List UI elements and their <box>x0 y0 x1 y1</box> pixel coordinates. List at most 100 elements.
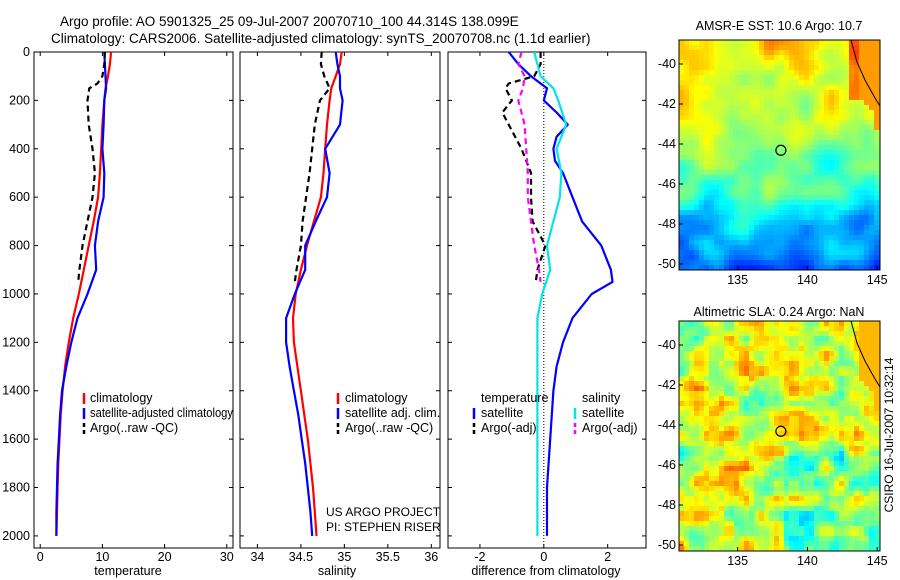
heatmap-cell <box>699 180 705 186</box>
heatmap-cell <box>839 65 845 71</box>
heatmap-cell <box>829 431 835 437</box>
heatmap-cell <box>794 341 800 347</box>
heatmap-cell <box>834 55 840 61</box>
heatmap-cell <box>724 481 730 487</box>
heatmap-cell <box>874 321 880 327</box>
heatmap-cell <box>864 516 870 522</box>
heatmap-cell <box>864 351 870 357</box>
heatmap-cell <box>734 175 740 181</box>
heatmap-cell <box>774 190 780 196</box>
heatmap-cell <box>859 205 865 211</box>
heatmap-cell <box>709 55 715 61</box>
heatmap-cell <box>859 210 865 216</box>
heatmap-cell <box>704 255 710 261</box>
heatmap-cell <box>819 321 825 327</box>
heatmap-cell <box>769 175 775 181</box>
heatmap-cell <box>744 105 750 111</box>
heatmap-cell <box>764 496 770 502</box>
heatmap-cell <box>709 431 715 437</box>
heatmap-cell <box>839 491 845 497</box>
heatmap-cell <box>729 396 735 402</box>
heatmap-cell <box>804 366 810 372</box>
heatmap-cell <box>794 336 800 342</box>
heatmap-cell <box>804 321 810 327</box>
heatmap-cell <box>824 351 830 357</box>
heatmap-cell <box>734 346 740 352</box>
heatmap-cell <box>829 135 835 141</box>
heatmap-cell <box>834 471 840 477</box>
heatmap-cell <box>769 546 775 551</box>
heatmap-cell <box>824 235 830 241</box>
heatmap-cell <box>744 55 750 61</box>
heatmap-cell <box>819 225 825 231</box>
heatmap-cell <box>819 235 825 241</box>
heatmap-cell <box>769 190 775 196</box>
heatmap-cell <box>849 471 855 477</box>
heatmap-cell <box>839 165 845 171</box>
heatmap-cell <box>854 140 860 146</box>
heatmap-cell <box>839 155 845 161</box>
difference-axis-label: difference from climatology <box>471 564 621 578</box>
heatmap-cell <box>864 185 870 191</box>
heatmap-cell <box>839 351 845 357</box>
heatmap-cell <box>794 200 800 206</box>
heatmap-cell <box>859 60 865 66</box>
heatmap-cell <box>774 451 780 457</box>
heatmap-cell <box>814 431 820 437</box>
heatmap-cell <box>704 541 710 547</box>
x-tick-label: 34.5 <box>289 550 313 564</box>
heatmap-cell <box>709 115 715 121</box>
heatmap-cell <box>819 265 825 270</box>
heatmap-cell <box>849 446 855 452</box>
heatmap-cell <box>829 200 835 206</box>
heatmap-cell <box>829 366 835 372</box>
heatmap-cell <box>849 336 855 342</box>
heatmap-cell <box>699 411 705 417</box>
heatmap-cell <box>714 185 720 191</box>
heatmap-cell <box>714 180 720 186</box>
heatmap-cell <box>779 541 785 547</box>
heatmap-cell <box>809 401 815 407</box>
heatmap-cell <box>754 446 760 452</box>
heatmap-cell <box>814 451 820 457</box>
heatmap-cell <box>709 541 715 547</box>
heatmap-cell <box>689 145 695 151</box>
heatmap-cell <box>779 476 785 482</box>
temperature-axis-label: temperature <box>94 564 161 578</box>
salinity-legend: climatology satellite adj. clim. Argo(..… <box>336 391 440 435</box>
heatmap-cell <box>729 75 735 81</box>
heatmap-cell <box>809 451 815 457</box>
heatmap-cell <box>694 461 700 467</box>
heatmap-cell <box>744 120 750 126</box>
heatmap-cell <box>864 491 870 497</box>
heatmap-cell <box>694 95 700 101</box>
heatmap-cell <box>839 331 845 337</box>
heatmap-cell <box>729 451 735 457</box>
heatmap-cell <box>779 501 785 507</box>
heatmap-cell <box>834 235 840 241</box>
heatmap-cell <box>684 416 690 422</box>
heatmap-cell <box>829 220 835 226</box>
heatmap-cell <box>694 411 700 417</box>
heatmap-cell <box>844 250 850 256</box>
heatmap-cell <box>859 130 865 136</box>
heatmap-cell <box>769 446 775 452</box>
heatmap-cell <box>789 361 795 367</box>
heatmap-cell <box>799 536 805 542</box>
heatmap-cell <box>759 386 765 392</box>
heatmap-cell <box>734 371 740 377</box>
heatmap-cell <box>809 175 815 181</box>
heatmap-cell <box>799 40 805 46</box>
heatmap-cell <box>689 341 695 347</box>
heatmap-cell <box>759 336 765 342</box>
heatmap-cell <box>814 150 820 156</box>
heatmap-cell <box>874 40 880 46</box>
heatmap-cell <box>744 70 750 76</box>
heatmap-cell <box>804 95 810 101</box>
heatmap-cell <box>769 250 775 256</box>
heatmap-cell <box>834 506 840 512</box>
heatmap-cell <box>849 481 855 487</box>
heatmap-cell <box>754 100 760 106</box>
heatmap-cell <box>699 140 705 146</box>
heatmap-cell <box>739 546 745 551</box>
